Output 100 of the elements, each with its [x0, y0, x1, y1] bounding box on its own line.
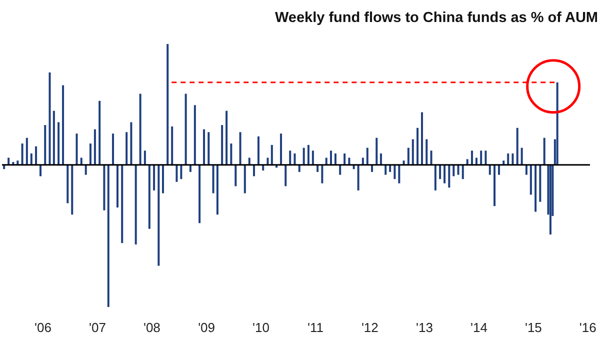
bar: [289, 150, 292, 165]
x-tick-label: '16: [579, 320, 596, 335]
bar: [76, 134, 78, 165]
bar: [216, 164, 218, 215]
bar: [226, 110, 228, 165]
bar: [134, 164, 137, 244]
bar: [480, 150, 482, 165]
bar: [298, 164, 300, 172]
bar: [39, 164, 42, 176]
bar: [26, 138, 28, 165]
bar: [389, 164, 392, 172]
bar: [530, 164, 532, 195]
bar: [362, 158, 364, 165]
bar: [189, 164, 192, 172]
bar: [58, 122, 60, 165]
bar: [470, 150, 473, 165]
bar: [321, 164, 324, 184]
bar: [357, 164, 360, 190]
bar: [221, 125, 224, 165]
bar: [35, 146, 38, 165]
bar: [339, 164, 342, 175]
bar: [384, 164, 387, 175]
bar: [462, 164, 464, 180]
bar: [426, 139, 428, 165]
bar: [448, 164, 450, 188]
bar: [166, 44, 169, 165]
bar: [71, 164, 74, 215]
bar: [208, 132, 210, 165]
bar: [316, 164, 319, 172]
bar: [184, 94, 187, 165]
bar: [234, 164, 237, 186]
bar: [398, 164, 400, 184]
bar: [457, 164, 460, 175]
bar: [89, 144, 92, 165]
bar: [52, 110, 55, 165]
bar: [434, 164, 436, 190]
x-tick-label: '09: [198, 320, 216, 335]
bar: [344, 153, 346, 165]
bar: [294, 153, 296, 165]
bar: [494, 164, 496, 206]
bar: [376, 138, 378, 165]
bar: [107, 164, 110, 307]
bar: [203, 129, 206, 165]
bar: [44, 125, 46, 165]
bar: [212, 164, 214, 194]
bar: [366, 148, 368, 165]
x-tick-label: '12: [361, 320, 378, 335]
bar: [94, 129, 96, 165]
x-tick-label: '14: [470, 320, 488, 335]
bar: [84, 164, 87, 175]
x-tick-label: '13: [416, 320, 434, 335]
bar: [302, 148, 305, 165]
x-tick-label: '07: [89, 320, 106, 335]
bar: [198, 164, 201, 224]
bar: [516, 128, 518, 165]
bar: [439, 164, 442, 180]
x-tick-label: '15: [524, 320, 542, 335]
bar: [180, 164, 182, 180]
bar: [488, 164, 491, 175]
bar: [48, 72, 51, 165]
bar: [498, 164, 500, 175]
bar: [421, 112, 423, 165]
bar: [412, 139, 414, 165]
bar: [549, 164, 552, 234]
x-tick-label: '06: [34, 320, 52, 335]
bar: [126, 132, 128, 165]
bar: [430, 150, 432, 165]
bar: [66, 164, 69, 204]
bar: [452, 164, 455, 176]
bar: [394, 164, 396, 180]
bar: [257, 136, 260, 165]
bar: [62, 85, 64, 165]
bar: [525, 164, 528, 175]
bar: [444, 164, 446, 184]
bar: [103, 164, 106, 210]
bar: [330, 150, 332, 165]
bar: [307, 144, 310, 165]
bar: [484, 150, 487, 165]
bar: [112, 134, 114, 165]
bar: [176, 164, 178, 182]
bar: [230, 144, 232, 165]
bar: [139, 94, 142, 165]
bar: [416, 128, 419, 165]
bar: [475, 158, 478, 165]
bar: [325, 158, 328, 165]
x-tick-label: '08: [143, 320, 160, 335]
bar: [334, 153, 336, 165]
bar: [148, 164, 150, 229]
bar: [130, 122, 132, 165]
bar: [348, 158, 350, 165]
bar: [98, 100, 101, 165]
bar: [30, 153, 32, 165]
bar: [116, 164, 118, 208]
bar: [280, 134, 282, 165]
bar: [194, 105, 196, 165]
bar: [248, 158, 250, 165]
bar: [21, 144, 24, 165]
x-tick-label: '11: [307, 320, 324, 335]
bar: [244, 164, 246, 194]
bar: [534, 164, 537, 212]
